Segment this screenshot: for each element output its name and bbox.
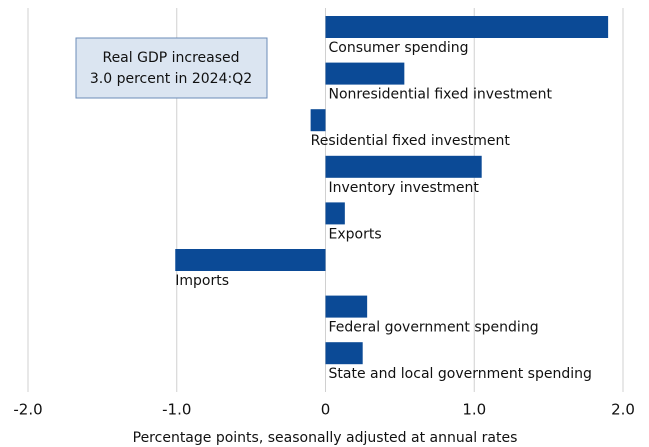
category-label: Nonresidential fixed investment: [329, 87, 553, 103]
category-label: Exports: [329, 226, 382, 242]
bar: [325, 295, 368, 318]
category-label: State and local government spending: [329, 366, 592, 382]
category-label: Inventory investment: [329, 180, 480, 196]
x-axis-title: Percentage points, seasonally adjusted a…: [133, 430, 518, 446]
x-tick-label: 1.0: [462, 401, 486, 419]
category-label: Consumer spending: [329, 40, 469, 56]
annotation-text: Real GDP increased: [102, 50, 239, 66]
annotation-text: 3.0 percent in 2024:Q2: [90, 71, 252, 87]
bar: [325, 16, 609, 38]
bar: [310, 109, 326, 132]
category-label: Residential fixed investment: [311, 133, 511, 149]
bar: [325, 202, 345, 225]
bar: [325, 155, 482, 178]
bar: [325, 62, 405, 85]
x-tick-label: 2.0: [611, 401, 635, 419]
bar: [325, 342, 363, 365]
category-label: Imports: [175, 273, 229, 289]
x-tick-label: -2.0: [13, 401, 42, 419]
x-tick-label: -1.0: [162, 401, 191, 419]
category-label: Federal government spending: [329, 320, 539, 336]
x-tick-label: 0: [321, 401, 331, 419]
bar: [175, 249, 326, 271]
annotation-box: [75, 37, 268, 99]
